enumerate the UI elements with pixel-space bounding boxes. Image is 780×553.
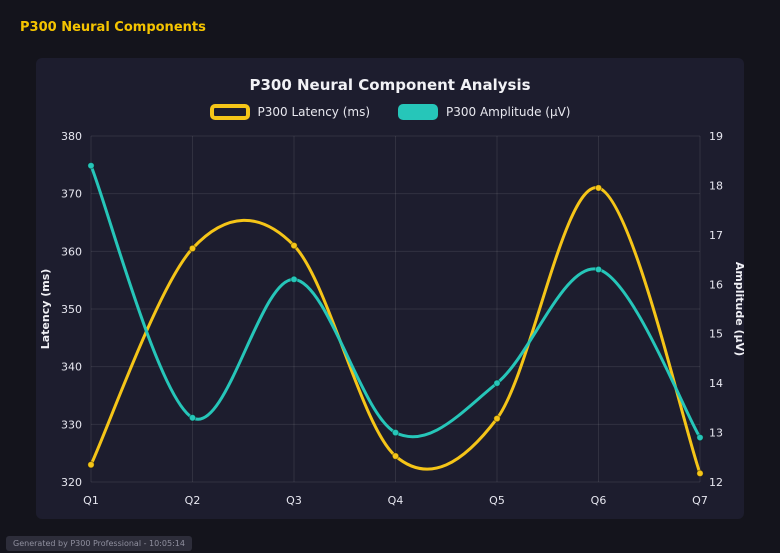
svg-text:320: 320 (61, 476, 82, 489)
svg-text:330: 330 (61, 418, 82, 431)
svg-text:370: 370 (61, 188, 82, 201)
svg-text:350: 350 (61, 303, 82, 316)
svg-text:17: 17 (709, 229, 723, 242)
amplitude-swatch-icon (398, 104, 439, 120)
svg-text:15: 15 (709, 328, 723, 341)
legend-item-latency[interactable]: P300 Latency (ms) (209, 104, 371, 120)
chart-panel: P300 Neural Component Analysis P300 Late… (36, 58, 746, 519)
svg-text:Q5: Q5 (489, 494, 505, 507)
svg-text:Q7: Q7 (692, 494, 708, 507)
svg-text:12: 12 (709, 476, 723, 489)
svg-text:16: 16 (709, 278, 723, 291)
svg-text:380: 380 (61, 130, 82, 143)
chart-svg: 320 330 340 350 360 370 380 12 13 14 15 16 17 18 19 Q1 Q… (39, 130, 746, 507)
svg-text:14: 14 (709, 377, 723, 390)
svg-text:13: 13 (709, 427, 723, 440)
svg-text:Q3: Q3 (286, 494, 302, 507)
svg-text:Q6: Q6 (591, 494, 607, 507)
legend-label-latency: P300 Latency (ms) (257, 105, 371, 119)
legend-item-amplitude[interactable]: P300 Amplitude (μV) (398, 104, 571, 120)
chart-title: P300 Neural Component Analysis (249, 76, 531, 94)
footer-badge: Generated by P300 Professional - 10:05:1… (6, 536, 192, 551)
svg-text:19: 19 (709, 130, 723, 143)
latency-swatch-icon (209, 104, 250, 120)
svg-text:340: 340 (61, 361, 82, 374)
chart-legend: P300 Latency (ms) P300 Amplitude (μV) (36, 104, 744, 120)
svg-text:Q4: Q4 (388, 494, 404, 507)
svg-text:Q2: Q2 (185, 494, 201, 507)
svg-text:Latency (ms): Latency (ms) (39, 269, 52, 350)
svg-text:360: 360 (61, 245, 82, 258)
svg-text:Amplitude (μV): Amplitude (μV) (733, 262, 744, 356)
svg-text:Q1: Q1 (83, 494, 99, 507)
page-title: P300 Neural Components (20, 20, 206, 35)
legend-label-amplitude: P300 Amplitude (μV) (446, 105, 571, 119)
svg-text:18: 18 (709, 179, 723, 192)
